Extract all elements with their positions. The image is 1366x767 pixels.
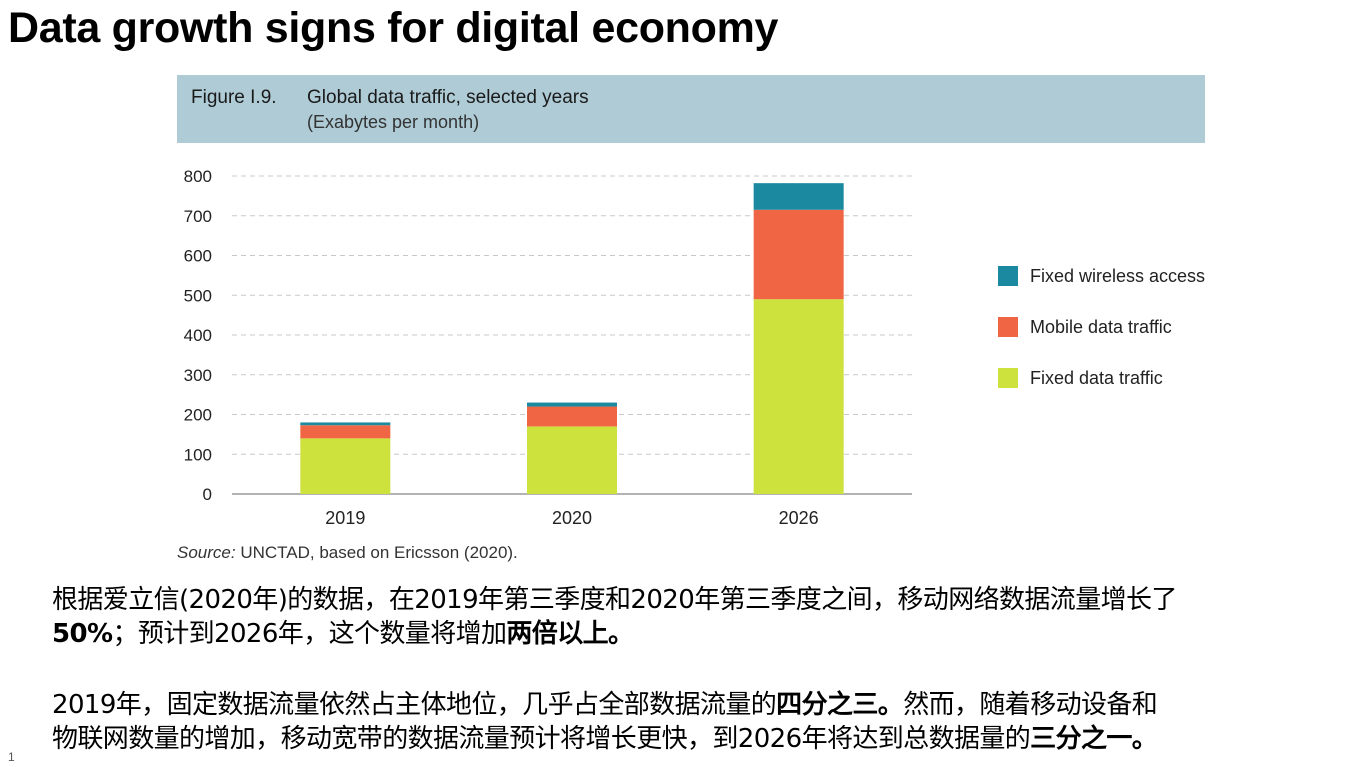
legend-swatch-mobile-data-traffic xyxy=(998,317,1018,337)
source-label: Source: xyxy=(177,543,236,562)
y-tick-label-100: 100 xyxy=(184,445,212,464)
bar-2020-fixed-data-traffic xyxy=(527,426,617,494)
bar-2026-fixed-data-traffic xyxy=(753,299,844,494)
legend-label-fixed-wireless-access: Fixed wireless access xyxy=(1030,266,1205,286)
p2-line1-text-a: 2019年，固定数据流量依然占主体地位，几乎占全部数据流量的 xyxy=(52,690,777,720)
bar-2019-mobile-data-traffic xyxy=(300,425,391,439)
paragraph-1-line-1: 根据爱立信(2020年)的数据，在2019年第三季度和2020年第三季度之间，移… xyxy=(52,583,1177,617)
slide-title: Data growth signs for digital economy xyxy=(8,4,779,52)
y-tick-label-600: 600 xyxy=(184,247,212,266)
figure-unit: (Exabytes per month) xyxy=(307,112,480,132)
bar-2026-fixed-wireless-access xyxy=(753,183,844,210)
p1-line2-text: ；预计到2026年，这个数量将增加 xyxy=(112,619,507,649)
figure-title: Global data traffic, selected years xyxy=(307,87,589,108)
y-tick-label-500: 500 xyxy=(184,286,212,305)
y-tick-label-300: 300 xyxy=(184,366,212,385)
p1-line1-text: 根据爱立信(2020年)的数据，在2019年第三季度和2020年第三季度之间，移… xyxy=(52,585,1177,615)
x-tick-label-2026: 2026 xyxy=(779,508,819,528)
legend-swatch-fixed-data-traffic xyxy=(998,368,1018,388)
p2-bold-one-third: 三分之一。 xyxy=(1030,724,1158,754)
p1-bold-phrase: 两倍以上。 xyxy=(506,619,634,649)
bar-2019-fixed-data-traffic xyxy=(300,438,391,494)
bar-2020-mobile-data-traffic xyxy=(527,406,617,427)
paragraph-2-line-2: 物联网数量的增加，移动宽带的数据流量预计将增长更快，到2026年将达到总数据量的… xyxy=(52,722,1158,756)
y-tick-label-200: 200 xyxy=(184,406,212,425)
bar-2026-mobile-data-traffic xyxy=(753,209,844,300)
p1-bold-percent: 50% xyxy=(52,619,113,649)
stacked-bar-chart: 0 100 200 300 400 500 600 700 800 2019 2020 2026 Fix… xyxy=(184,167,1205,528)
legend-label-fixed-data-traffic: Fixed data traffic xyxy=(1030,368,1163,388)
x-tick-label-2020: 2020 xyxy=(552,508,592,528)
y-tick-label-400: 400 xyxy=(184,326,212,345)
figure-source: Source: UNCTAD, based on Ericsson (2020)… xyxy=(177,543,518,563)
figure-label: Figure I.9. xyxy=(191,87,277,108)
paragraph-2-line-1: 2019年，固定数据流量依然占主体地位，几乎占全部数据流量的四分之三。然而，随着… xyxy=(52,688,1158,722)
bar-2020-fixed-wireless-access xyxy=(527,402,617,407)
figure-header: Figure I.9. Global data traffic, selecte… xyxy=(177,75,1205,143)
y-tick-label-700: 700 xyxy=(184,207,212,226)
source-text: UNCTAD, based on Ericsson (2020). xyxy=(235,543,518,562)
legend-swatch-fixed-wireless-access xyxy=(998,266,1018,286)
page-number: 1 xyxy=(8,750,15,764)
paragraph-1-line-2: 50%；预计到2026年，这个数量将增加两倍以上。 xyxy=(52,617,634,651)
p2-line1-text-b: 然而，随着移动设备和 xyxy=(903,690,1158,720)
legend-label-mobile-data-traffic: Mobile data traffic xyxy=(1030,317,1172,337)
y-tick-label-0: 0 xyxy=(203,485,212,504)
x-tick-label-2019: 2019 xyxy=(325,508,365,528)
bar-2019-fixed-wireless-access xyxy=(300,422,391,426)
p2-bold-three-quarters: 四分之三。 xyxy=(776,690,904,720)
y-tick-label-800: 800 xyxy=(184,167,212,186)
p2-line2-text: 物联网数量的增加，移动宽带的数据流量预计将增长更快，到2026年将达到总数据量的 xyxy=(52,724,1031,754)
